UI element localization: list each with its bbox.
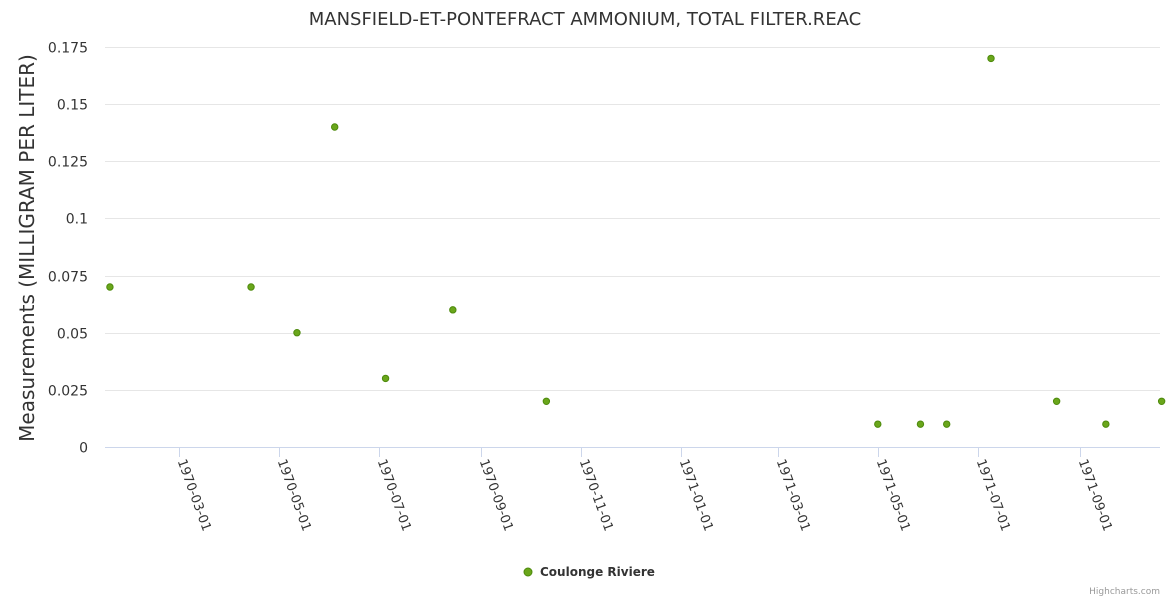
legend[interactable]: Coulonge Riviere <box>523 565 655 579</box>
credits-label[interactable]: Highcharts.com <box>1089 587 1160 597</box>
data-point[interactable] <box>106 283 114 291</box>
x-tick-label: 1971-05-01 <box>873 457 913 533</box>
data-point[interactable] <box>987 54 995 63</box>
legend-label[interactable]: Coulonge Riviere <box>540 565 655 579</box>
y-tick-label: 0.175 <box>48 41 88 57</box>
data-point[interactable] <box>916 420 925 428</box>
x-tick-label: 1971-03-01 <box>773 457 813 533</box>
data-point[interactable] <box>381 374 390 383</box>
x-tick-label: 1970-03-01 <box>174 457 214 533</box>
data-point[interactable] <box>293 329 301 337</box>
y-tick-label: 0.1 <box>66 212 88 228</box>
data-point[interactable] <box>1157 397 1166 405</box>
y-tick-label: 0 <box>79 441 88 457</box>
data-point[interactable] <box>331 123 339 131</box>
x-tick-label: 1970-07-01 <box>374 457 414 533</box>
x-tick-label: 1971-07-01 <box>973 457 1013 533</box>
y-tick-label: 0.05 <box>57 327 88 343</box>
x-tick-label: 1971-09-01 <box>1075 457 1115 533</box>
data-point[interactable] <box>542 397 551 405</box>
data-point[interactable] <box>449 306 457 314</box>
data-point[interactable] <box>1102 420 1110 428</box>
x-tick-label: 1970-09-01 <box>476 457 516 533</box>
x-tick-label: 1971-01-01 <box>676 457 716 533</box>
data-point[interactable] <box>874 420 882 428</box>
x-tick-label: 1970-11-01 <box>576 457 616 533</box>
chart-title: MANSFIELD-ET-PONTEFRACT AMMONIUM, TOTAL … <box>309 9 862 30</box>
y-tick-label: 0.025 <box>48 384 88 400</box>
y-tick-label: 0.075 <box>48 270 88 286</box>
x-axis-ticks: 1970-03-01 1970-05-01 1970-07-01 1970-09-01… <box>174 447 1115 533</box>
data-point[interactable] <box>247 283 255 291</box>
data-points <box>106 54 1166 428</box>
data-point[interactable] <box>1052 397 1061 405</box>
legend-marker-icon <box>523 567 533 577</box>
y-axis-ticks: 0 0.025 0.05 0.075 0.1 0.125 0.15 0.175 <box>48 41 88 457</box>
y-tick-label: 0.125 <box>48 155 88 171</box>
x-tick-label: 1970-05-01 <box>274 457 314 533</box>
grid-lines <box>105 47 1160 391</box>
data-point[interactable] <box>943 420 951 428</box>
y-tick-label: 0.15 <box>57 98 88 114</box>
y-axis-label: Measurements (MILLIGRAM PER LITER) <box>15 54 39 442</box>
